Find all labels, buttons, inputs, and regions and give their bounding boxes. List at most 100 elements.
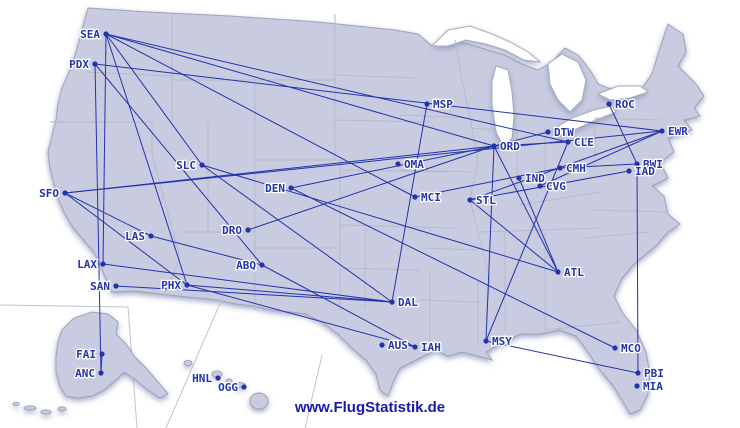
route-line-LAS-ABQ (150, 235, 263, 266)
airport-dot-PDX[interactable] (92, 61, 98, 67)
airport-label-MSY: MSY (492, 335, 512, 348)
airport-dot-DAL[interactable] (389, 299, 395, 305)
hawaii-island (183, 360, 193, 366)
route-line-FAI-ANC (100, 353, 103, 374)
great-lakes (430, 25, 650, 149)
airport-label-CLE: CLE (574, 136, 594, 149)
airport-dot-SFO[interactable] (62, 190, 68, 196)
route-line-ORD-CLE (493, 141, 569, 147)
airport-label-FAI: FAI (76, 348, 96, 361)
airport-label-PHX: PHX (161, 279, 181, 292)
route-line-SLC-DAL (201, 164, 393, 303)
route-line-SEA-CLE (105, 33, 569, 143)
airport-label-SLC: SLC (176, 159, 196, 172)
route-line-MSY-PBI (485, 340, 639, 374)
airport-dot-STL[interactable] (467, 197, 473, 203)
hawaii-island (225, 378, 233, 384)
airport-dot-ANC[interactable] (98, 370, 104, 376)
airport-dot-ABQ[interactable] (259, 262, 265, 268)
airport-dot-AUS[interactable] (379, 342, 385, 348)
airport-label-ROC: ROC (615, 98, 635, 111)
airport-dot-HNL[interactable] (215, 375, 221, 381)
airport-label-ATL: ATL (564, 266, 584, 279)
route-line-EWR-CVG (539, 130, 663, 187)
airport-dot-DEN[interactable] (288, 185, 294, 191)
airport-dot-IAH[interactable] (412, 344, 418, 350)
airport-label-IND: IND (525, 172, 545, 185)
route-line-CLE-MSY (485, 141, 569, 342)
route-line-STL-IAD (469, 170, 630, 201)
airport-dot-PHX[interactable] (184, 282, 190, 288)
airport-dot-DRO[interactable] (245, 227, 251, 233)
airport-dot-MCO[interactable] (612, 345, 618, 351)
airport-dot-IND[interactable] (516, 175, 522, 181)
airport-dot-MIA[interactable] (634, 383, 640, 389)
route-line-PHX-DAL (186, 284, 393, 303)
airport-label-DTW: DTW (554, 126, 574, 139)
route-line-SEA-MCI (105, 33, 416, 198)
airport-dot-BWI[interactable] (634, 161, 640, 167)
route-line-PDX-EWR (94, 63, 663, 132)
aleutian-island (12, 402, 20, 406)
airport-dot-MSP[interactable] (424, 101, 430, 107)
airports-layer: SEA PDX SFO SLC LAS LAX SAN PHX DEN DRO ABQ MSP OMA M… (38, 27, 690, 396)
routes-layer (64, 33, 663, 374)
route-line-SEA-LAX (102, 33, 107, 265)
airport-label-CMH: CMH (566, 162, 586, 175)
website-watermark-link[interactable]: www.FlugStatistik.de (294, 399, 446, 416)
airport-label-ORD: ORD (500, 140, 520, 153)
route-line-ABQ-IAH (261, 264, 416, 348)
airport-label-LAS: LAS (125, 230, 145, 243)
airport-label-OGG: OGG (218, 381, 238, 394)
airport-label-IAD: IAD (635, 165, 655, 178)
airport-dot-CVG[interactable] (537, 183, 543, 189)
airport-dot-MCI[interactable] (412, 194, 418, 200)
airport-dot-CLE[interactable] (565, 139, 571, 145)
aleutian-island (23, 405, 37, 411)
route-line-CMH-MCI (414, 167, 561, 198)
airport-dot-OGG[interactable] (241, 384, 247, 390)
aleutian-island (40, 409, 52, 415)
airport-label-ANC: ANC (75, 367, 95, 380)
airport-dot-OMA[interactable] (395, 161, 401, 167)
lake-superior (430, 25, 542, 63)
airport-dot-EWR[interactable] (659, 128, 665, 134)
us-mainland-shape (47, 7, 705, 415)
airport-label-MSP: MSP (433, 98, 453, 111)
route-line-ORD-MSY (485, 145, 495, 342)
airport-label-IAH: IAH (421, 341, 441, 354)
route-line-IND-ATL (518, 177, 559, 273)
airport-dot-SEA[interactable] (103, 31, 109, 37)
airport-dot-IAD[interactable] (626, 168, 632, 174)
airport-label-MCO: MCO (621, 342, 641, 355)
airport-label-DEN: DEN (265, 182, 285, 195)
airport-dot-DTW[interactable] (545, 129, 551, 135)
airport-dot-PBI[interactable] (635, 370, 641, 376)
aleutian-island (57, 406, 67, 412)
route-line-BWI-PBI (636, 163, 639, 374)
airport-dot-SAN[interactable] (113, 283, 119, 289)
route-line-EWR-STL (469, 130, 663, 201)
airport-dot-CMH[interactable] (557, 165, 563, 171)
route-line-DEN-MCO (290, 187, 616, 349)
airport-dot-MSY[interactable] (483, 338, 489, 344)
airport-label-SEA: SEA (80, 28, 100, 41)
lake-huron (547, 53, 587, 113)
airport-dot-FAI[interactable] (99, 351, 105, 357)
route-line-MSP-DAL (391, 103, 428, 303)
lake-erie (551, 105, 617, 137)
route-line-DRO-ORD (247, 145, 495, 231)
route-line-ORD-ATL (493, 145, 559, 273)
airport-dot-ORD[interactable] (491, 143, 497, 149)
airport-dot-LAX[interactable] (100, 261, 106, 267)
airport-dot-ATL[interactable] (555, 269, 561, 275)
airport-dot-LAS[interactable] (148, 233, 154, 239)
airport-dot-ROC[interactable] (606, 101, 612, 107)
airport-dot-SLC[interactable] (199, 162, 205, 168)
airport-label-CVG: CVG (546, 180, 566, 193)
lake-michigan (491, 65, 515, 149)
route-line-PHX-IAH (186, 284, 416, 348)
route-line-SFO-EWR (64, 130, 663, 194)
airport-label-SAN: SAN (90, 280, 110, 293)
airport-label-DRO: DRO (222, 224, 242, 237)
